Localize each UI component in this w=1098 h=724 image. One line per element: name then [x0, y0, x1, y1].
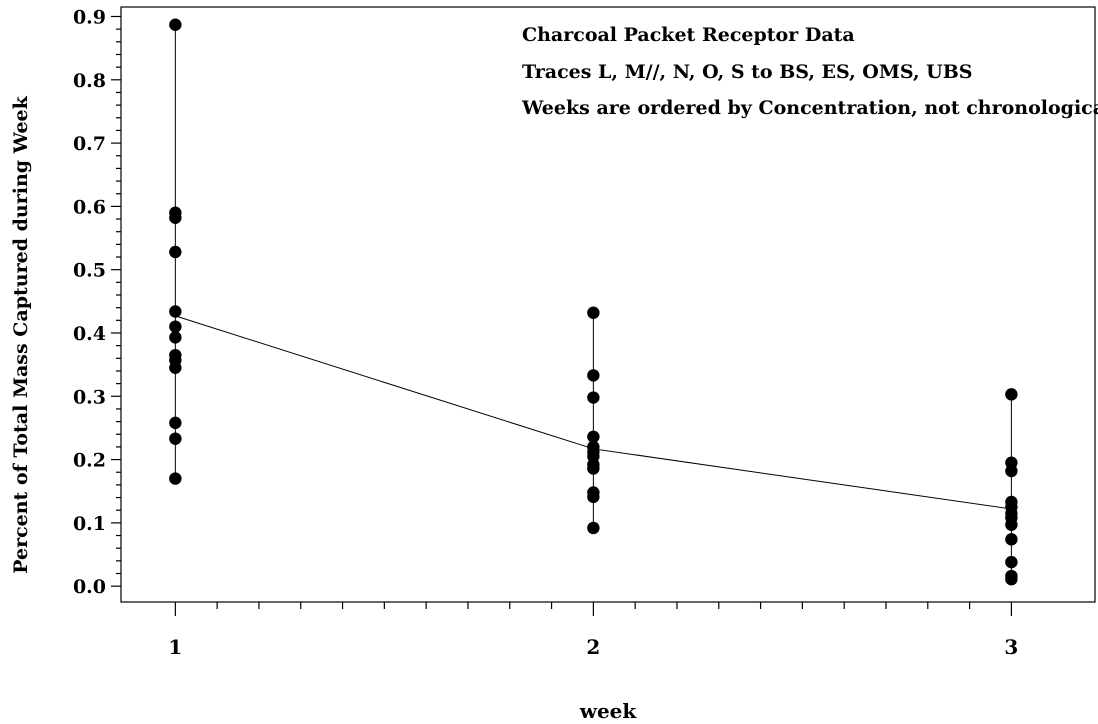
data-point: [169, 331, 182, 344]
y-tick-label: 0.3: [73, 386, 106, 408]
y-tick-label: 0.6: [73, 196, 106, 218]
data-point: [1005, 555, 1018, 569]
y-axis: 0.0 0.1 0.2 0.3 0.4 0.5 0.6 0.7 0.8 0.9: [73, 6, 121, 598]
data-point: [169, 320, 182, 333]
data-point: [587, 490, 600, 504]
annotation-line-2: Traces L, M//, N, O, S to BS, ES, OMS, U…: [522, 61, 973, 83]
y-tick-label: 0.7: [73, 133, 106, 155]
plot-area: [120, 6, 1096, 603]
x-axis: 1 2 3: [168, 602, 1018, 659]
data-point: [169, 361, 182, 374]
data-point: [169, 245, 182, 259]
data-point: [169, 211, 182, 224]
data-point: [587, 391, 600, 404]
y-tick-label: 0.8: [73, 70, 106, 92]
x-tick-label: 1: [168, 635, 182, 659]
data-point: [1005, 533, 1018, 546]
y-tick-label: 0.2: [73, 450, 106, 472]
annotation-line-1: Charcoal Packet Receptor Data: [522, 24, 855, 46]
data-point: [1005, 573, 1018, 586]
data-point: [587, 521, 600, 535]
y-tick-label: 0.5: [73, 260, 106, 282]
x-axis-label: week: [579, 699, 638, 723]
y-tick-label: 0.4: [73, 323, 106, 345]
data-point: [169, 305, 182, 318]
x-tick-label: 2: [586, 635, 600, 659]
data-point: [1005, 464, 1018, 478]
y-axis-label: Percent of Total Mass Captured during We…: [10, 95, 32, 573]
data-point: [1005, 518, 1018, 531]
data-point: [169, 18, 182, 31]
x-tick-label: 3: [1004, 635, 1018, 659]
data-point: [587, 430, 600, 443]
data-point: [587, 369, 600, 382]
annotation-line-3: Weeks are ordered by Concentration, not …: [521, 97, 1098, 119]
data-point: [169, 432, 182, 445]
y-tick-label: 0.9: [73, 6, 106, 28]
data-point: [587, 462, 600, 475]
y-tick-label: 0.0: [73, 576, 106, 598]
data-point: [169, 416, 182, 430]
data-point: [169, 472, 182, 485]
plot-border: [120, 6, 1096, 603]
data-points: [169, 18, 1018, 586]
y-tick-label: 0.1: [73, 513, 106, 535]
data-point: [587, 306, 600, 319]
data-point: [1005, 388, 1018, 401]
